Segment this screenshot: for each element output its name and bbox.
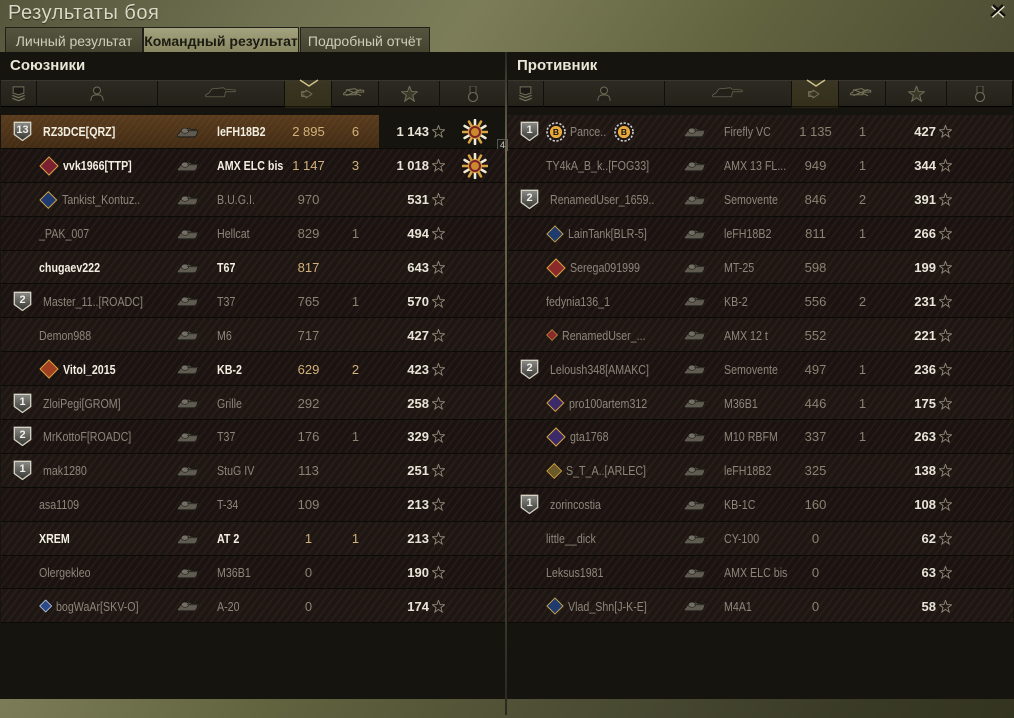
svg-text:1: 1 (526, 125, 532, 137)
svg-text:13: 13 (16, 125, 28, 137)
svg-text:1: 1 (19, 464, 25, 476)
svg-text:1: 1 (526, 497, 532, 509)
svg-text:B: B (553, 127, 559, 137)
svg-text:2: 2 (19, 294, 25, 306)
svg-text:2: 2 (19, 430, 25, 442)
svg-text:2: 2 (526, 362, 532, 374)
svg-text:B: B (621, 127, 627, 137)
svg-text:2: 2 (526, 192, 532, 204)
svg-text:1: 1 (19, 396, 25, 408)
